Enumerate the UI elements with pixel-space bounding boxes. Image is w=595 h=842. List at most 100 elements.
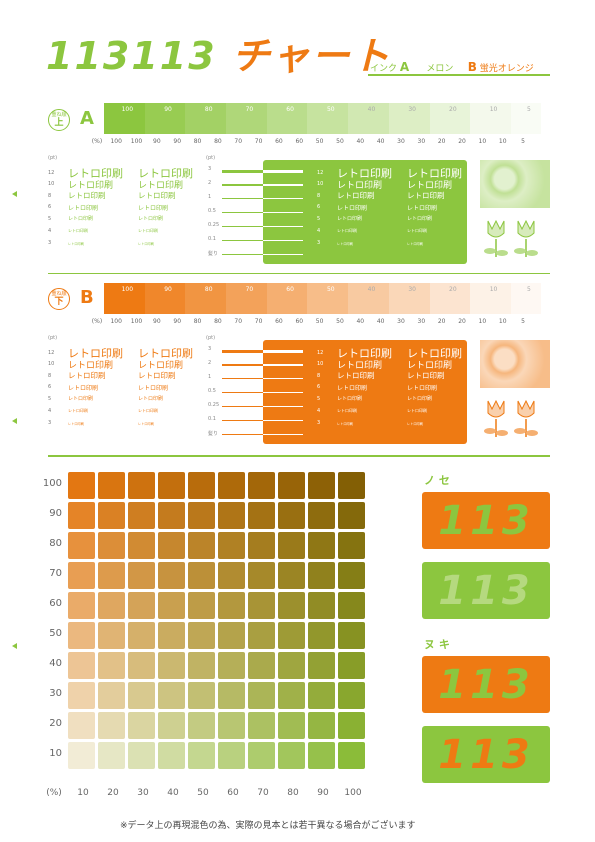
grid-col-label: 10 xyxy=(77,788,89,798)
mix-swatch xyxy=(188,742,215,769)
percent-value: 60 xyxy=(275,318,283,325)
sample-text: レトロ印刷 xyxy=(68,396,94,402)
sample-text: レトロ印刷 xyxy=(407,204,438,212)
sample-text: レトロ印刷 xyxy=(337,167,392,180)
type-sample-row: 3 レトロ印刷 レトロ印刷 xyxy=(48,420,208,426)
pt-label: (pt) xyxy=(206,335,216,341)
sample-text: レトロ印刷 xyxy=(407,191,445,200)
mix-swatch xyxy=(128,742,155,769)
font-size-label: 6 xyxy=(48,204,52,210)
mix-swatch xyxy=(98,742,125,769)
flower-photo xyxy=(480,340,550,388)
mix-swatch xyxy=(278,742,305,769)
mix-swatch xyxy=(218,562,245,589)
grid-row-label: 20 xyxy=(49,718,62,729)
mix-swatch xyxy=(278,502,305,529)
tint-swatch: 80 xyxy=(185,103,227,134)
percent-value: 20 xyxy=(458,318,466,325)
percent-value: 40 xyxy=(376,318,385,325)
font-size-label: 12 xyxy=(48,350,55,356)
percent-value: 30 xyxy=(417,138,426,145)
percent-value: 10 xyxy=(478,318,487,325)
line-weight-label: 1 xyxy=(208,194,212,200)
font-size-label: 10 xyxy=(317,181,324,187)
sample-text: レトロ印刷 xyxy=(138,421,154,426)
sample-text: レトロ印刷 xyxy=(68,371,106,380)
ink-letter-b: B xyxy=(80,287,94,308)
sample-text: レトロ印刷 xyxy=(68,204,99,212)
sample-text: レトロ印刷 xyxy=(68,227,88,233)
percent-value: 30 xyxy=(397,138,405,145)
nuki-sample-orange: 113 xyxy=(422,656,550,713)
grid-row-label: 80 xyxy=(49,538,62,549)
mix-swatch xyxy=(308,712,335,739)
pt-label: (pt) xyxy=(206,155,216,161)
swatch-label: 5 xyxy=(526,286,531,293)
grid-row-label: 10 xyxy=(49,748,62,759)
percent-unit: (%) xyxy=(91,138,103,145)
tint-swatch: 50 xyxy=(307,103,349,134)
type-sample-row: 12 レトロ印刷 レトロ印刷 xyxy=(48,345,208,361)
mix-swatch xyxy=(68,652,95,679)
grid-row-label: 30 xyxy=(49,688,62,699)
sample-text: レトロ印刷 xyxy=(337,191,375,200)
title-divider xyxy=(368,74,550,76)
mix-swatch xyxy=(158,502,185,529)
mix-swatch xyxy=(338,712,365,739)
mix-swatch xyxy=(158,682,185,709)
percent-value: 90 xyxy=(173,138,182,145)
mix-swatch xyxy=(68,712,95,739)
sample-text: レトロ印刷 xyxy=(68,407,88,413)
mix-grid xyxy=(68,472,365,769)
font-size-label: 3 xyxy=(48,420,52,426)
percent-value: 100 xyxy=(130,138,143,145)
grid-col-label: 60 xyxy=(227,788,239,798)
sample-text: レトロ印刷 xyxy=(407,384,438,392)
mix-swatch xyxy=(218,622,245,649)
percent-value: 30 xyxy=(397,318,405,325)
sample-text: レトロ印刷 xyxy=(138,241,154,246)
tint-swatch: 5 xyxy=(510,283,541,314)
mix-swatch xyxy=(308,502,335,529)
percent-value: 60 xyxy=(295,138,304,145)
grid-col-label: 20 xyxy=(107,788,119,798)
grid-row-label: 40 xyxy=(49,658,62,669)
percent-value: 90 xyxy=(153,138,161,145)
mix-swatch xyxy=(68,682,95,709)
line-weight-label: 0.25 xyxy=(208,402,220,408)
tint-swatch: 30 xyxy=(388,103,430,134)
swatch-label: 40 xyxy=(367,286,376,293)
mix-swatch xyxy=(128,502,155,529)
mix-swatch xyxy=(278,682,305,709)
order-badge-a: 重ね順 上 xyxy=(48,109,70,131)
type-sample-row: 5 レトロ印刷 レトロ印刷 xyxy=(48,395,208,403)
swatch-label: 5 xyxy=(526,106,531,113)
line-weight-sample xyxy=(222,392,302,393)
tint-swatch: 100 xyxy=(104,283,145,314)
type-sample-row: 10 レトロ印刷 レトロ印刷 xyxy=(48,178,208,191)
mix-swatch xyxy=(218,652,245,679)
mix-swatch xyxy=(128,562,155,589)
percent-value: 70 xyxy=(254,138,263,145)
mix-swatch xyxy=(158,592,185,619)
font-size-label: 6 xyxy=(317,204,321,210)
pt-label: (pt) xyxy=(48,335,58,341)
grid-col-label: 30 xyxy=(137,788,149,798)
font-size-label: 3 xyxy=(317,420,321,426)
mix-swatch xyxy=(308,592,335,619)
swatch-label: 50 xyxy=(326,106,335,113)
percent-value: 60 xyxy=(295,318,304,325)
line-weight-sample xyxy=(222,364,302,366)
mix-swatch xyxy=(278,472,305,499)
sample-text: レトロ印刷 xyxy=(68,384,99,392)
percent-value: 50 xyxy=(336,318,344,325)
sample-text: レトロ印刷 xyxy=(337,204,368,212)
sample-text: レトロ印刷 xyxy=(337,360,383,371)
font-size-label: 5 xyxy=(317,215,321,222)
mix-swatch xyxy=(248,592,275,619)
sample-text: レトロ印刷 xyxy=(138,191,176,200)
percent-value: 80 xyxy=(193,318,202,325)
swatch-label: 80 xyxy=(204,286,213,293)
mix-swatch xyxy=(188,652,215,679)
divider-a xyxy=(48,273,550,274)
